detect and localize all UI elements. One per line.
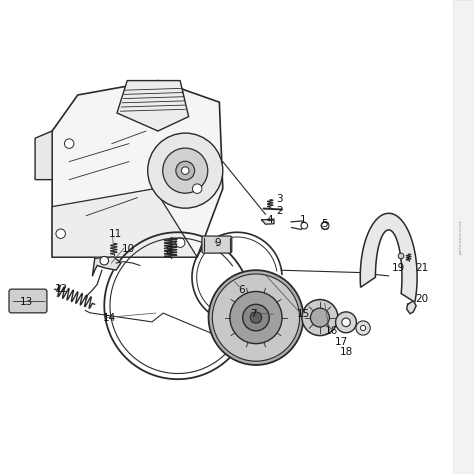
Polygon shape [360, 213, 417, 302]
Text: 19: 19 [392, 263, 405, 273]
Polygon shape [269, 306, 278, 316]
Circle shape [100, 256, 109, 265]
Circle shape [301, 222, 308, 229]
Circle shape [356, 321, 370, 335]
Circle shape [176, 161, 195, 180]
Text: partmaster.co.uk: partmaster.co.uk [459, 219, 463, 255]
Circle shape [148, 133, 223, 208]
Text: 2: 2 [276, 206, 283, 216]
Bar [453, 0, 474, 474]
Circle shape [230, 292, 282, 344]
Circle shape [212, 274, 300, 361]
Polygon shape [52, 189, 197, 257]
Text: 18: 18 [339, 346, 353, 357]
Circle shape [398, 253, 404, 259]
Circle shape [163, 148, 208, 193]
Circle shape [192, 184, 202, 193]
Circle shape [243, 304, 269, 331]
Polygon shape [117, 81, 189, 131]
Text: 3: 3 [276, 194, 283, 204]
Circle shape [342, 318, 350, 327]
Circle shape [175, 238, 185, 247]
Circle shape [56, 229, 65, 238]
Circle shape [336, 312, 356, 333]
Text: 10: 10 [121, 244, 135, 254]
Circle shape [321, 222, 329, 229]
FancyBboxPatch shape [202, 236, 232, 253]
Text: 9: 9 [215, 237, 221, 248]
Circle shape [250, 312, 262, 323]
Polygon shape [262, 219, 274, 224]
Text: 8: 8 [165, 246, 172, 256]
Polygon shape [92, 257, 121, 276]
Circle shape [360, 326, 366, 331]
FancyBboxPatch shape [9, 289, 47, 313]
Text: 5: 5 [321, 219, 328, 229]
Circle shape [209, 270, 303, 365]
Polygon shape [407, 301, 416, 314]
Polygon shape [52, 81, 223, 257]
Text: 4: 4 [267, 215, 273, 226]
Text: 15: 15 [297, 309, 310, 319]
Text: 14: 14 [102, 312, 116, 323]
Text: 1: 1 [300, 215, 307, 226]
Circle shape [64, 139, 74, 148]
Text: 21: 21 [415, 263, 428, 273]
Circle shape [182, 167, 189, 174]
Polygon shape [234, 345, 246, 355]
Text: 12: 12 [55, 284, 68, 294]
Text: 13: 13 [19, 297, 33, 307]
Circle shape [271, 308, 276, 314]
Text: 17: 17 [335, 337, 348, 347]
Text: 11: 11 [109, 228, 122, 239]
Polygon shape [35, 131, 52, 180]
Circle shape [302, 300, 338, 336]
Circle shape [310, 308, 329, 327]
Text: 7: 7 [250, 309, 257, 319]
Text: 16: 16 [325, 326, 338, 336]
Text: 6: 6 [238, 285, 245, 295]
Text: 20: 20 [415, 293, 428, 304]
